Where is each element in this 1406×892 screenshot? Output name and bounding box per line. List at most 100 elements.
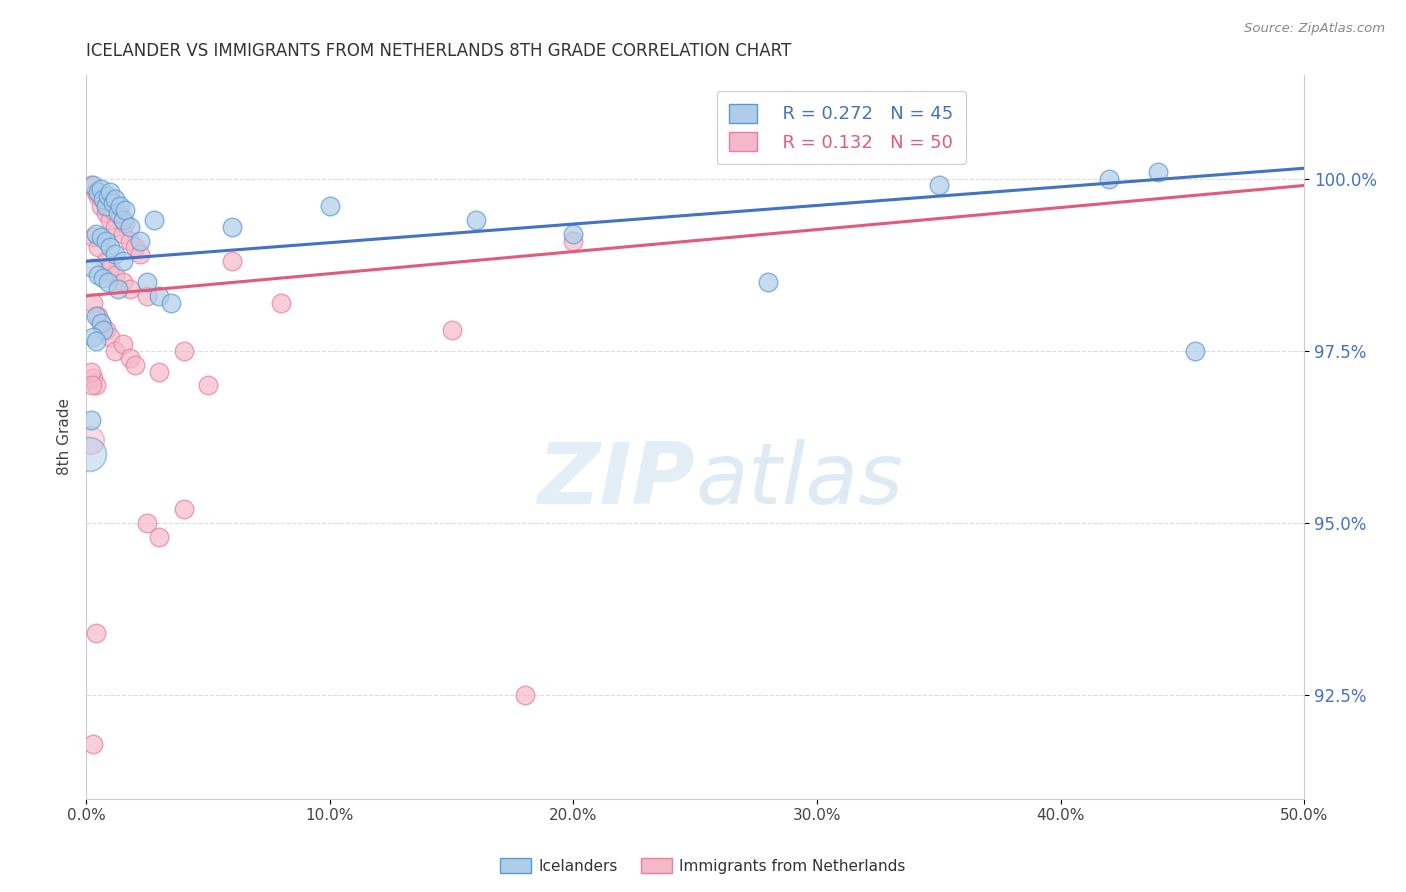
Text: atlas: atlas [695,439,903,522]
Point [124,358,146,372]
Point [100,330,122,344]
Point [84,334,107,348]
Point [82,330,104,344]
Point [84,186,107,200]
Point [114,202,136,217]
Point [100,213,122,227]
Point [1147,164,1170,178]
Point [108,210,131,224]
Point [101,202,124,217]
Point [100,261,122,276]
Point [84,310,107,324]
Point [82,371,104,385]
Point [148,364,170,378]
Point [87,186,110,200]
Point [87,240,110,254]
Point [221,219,243,234]
Point [136,275,159,289]
Point [90,230,112,244]
Point [97,199,120,213]
Point [148,289,170,303]
Point [107,282,129,296]
Point [104,192,127,206]
Point [104,247,127,261]
Point [90,182,112,196]
Point [82,378,104,392]
Point [148,530,170,544]
Y-axis label: 8th Grade: 8th Grade [58,399,72,475]
Point [221,254,243,268]
Point [143,213,166,227]
Point [90,316,112,330]
Point [94,254,117,268]
Point [107,206,129,220]
Point [82,261,104,276]
Point [104,268,127,282]
Point [104,343,127,358]
Point [108,199,131,213]
Point [82,737,104,751]
Point [128,234,150,248]
Point [94,234,117,248]
Legend:   R = 0.272   N = 45,   R = 0.132   N = 50: R = 0.272 N = 45, R = 0.132 N = 50 [717,92,966,164]
Text: Source: ZipAtlas.com: Source: ZipAtlas.com [1244,22,1385,36]
Point [111,227,134,241]
Point [440,323,463,337]
Point [756,275,779,289]
Point [928,178,950,193]
Point [124,240,146,254]
Point [82,230,104,244]
Point [90,199,112,213]
Point [111,213,134,227]
Point [173,502,195,516]
Point [118,282,141,296]
Point [80,413,103,427]
Point [91,271,114,285]
Point [87,189,110,203]
Point [97,189,120,203]
Point [80,364,103,378]
Point [94,206,117,220]
Point [94,323,117,337]
Point [84,378,107,392]
Point [100,240,122,254]
Point [128,247,150,261]
Point [464,213,486,227]
Point [100,186,122,200]
Point [91,192,114,206]
Point [90,316,112,330]
Text: ZIP: ZIP [537,439,695,522]
Legend: Icelanders, Immigrants from Netherlands: Icelanders, Immigrants from Netherlands [495,852,911,880]
Point [84,626,107,640]
Point [562,234,585,248]
Point [111,275,134,289]
Point [562,227,585,241]
Point [1184,343,1206,358]
Point [87,268,110,282]
Point [270,295,292,310]
Point [80,178,103,193]
Point [111,337,134,351]
Point [173,343,195,358]
Point [87,310,110,324]
Point [82,178,104,193]
Point [111,254,134,268]
Point [118,351,141,365]
Point [118,234,141,248]
Point [1098,171,1121,186]
Point [79,434,101,448]
Point [160,295,183,310]
Point [91,192,114,206]
Point [513,689,536,703]
Point [114,216,136,230]
Point [136,289,159,303]
Point [104,219,127,234]
Point [77,447,100,461]
Point [91,323,114,337]
Text: ICELANDER VS IMMIGRANTS FROM NETHERLANDS 8TH GRADE CORRELATION CHART: ICELANDER VS IMMIGRANTS FROM NETHERLANDS… [86,42,792,60]
Point [97,275,120,289]
Point [136,516,159,530]
Point [84,227,107,241]
Point [197,378,219,392]
Point [101,195,124,210]
